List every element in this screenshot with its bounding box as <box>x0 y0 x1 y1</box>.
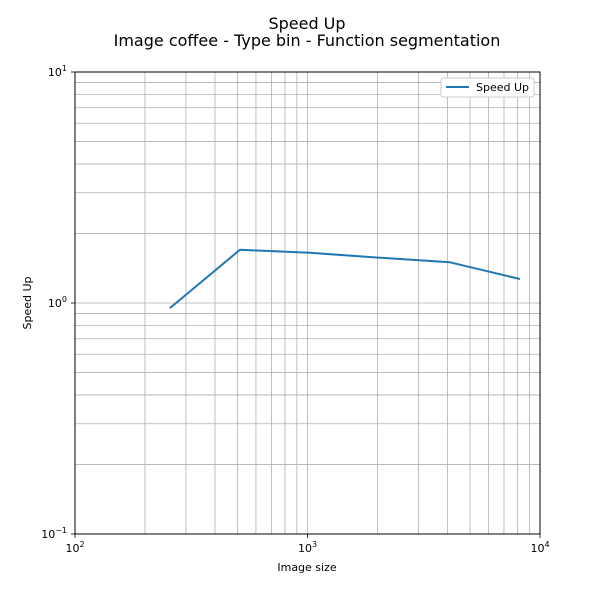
x-axis-ticks: 102 103 104 <box>65 534 550 555</box>
y-tick-label: 100 <box>48 295 67 310</box>
chart-title: Speed Up <box>268 14 345 33</box>
x-axis-label: Image size <box>277 561 337 574</box>
chart-subtitle: Image coffee - Type bin - Function segme… <box>114 31 501 50</box>
x-tick-label: 104 <box>530 540 549 555</box>
series-line-0 <box>169 248 521 309</box>
y-tick-label: 10−1 <box>41 526 67 541</box>
y-tick-label: 101 <box>48 64 67 79</box>
legend-box <box>440 77 535 98</box>
y-axis-label: Speed Up <box>21 276 34 329</box>
grid <box>74 72 540 535</box>
series-layer <box>169 248 521 309</box>
x-tick-label: 102 <box>65 540 84 555</box>
y-axis-ticks: 10−1 100 101 <box>41 64 75 541</box>
legend: Speed Up <box>440 77 535 98</box>
legend-label: Speed Up <box>476 81 529 94</box>
x-tick-label: 103 <box>298 540 317 555</box>
